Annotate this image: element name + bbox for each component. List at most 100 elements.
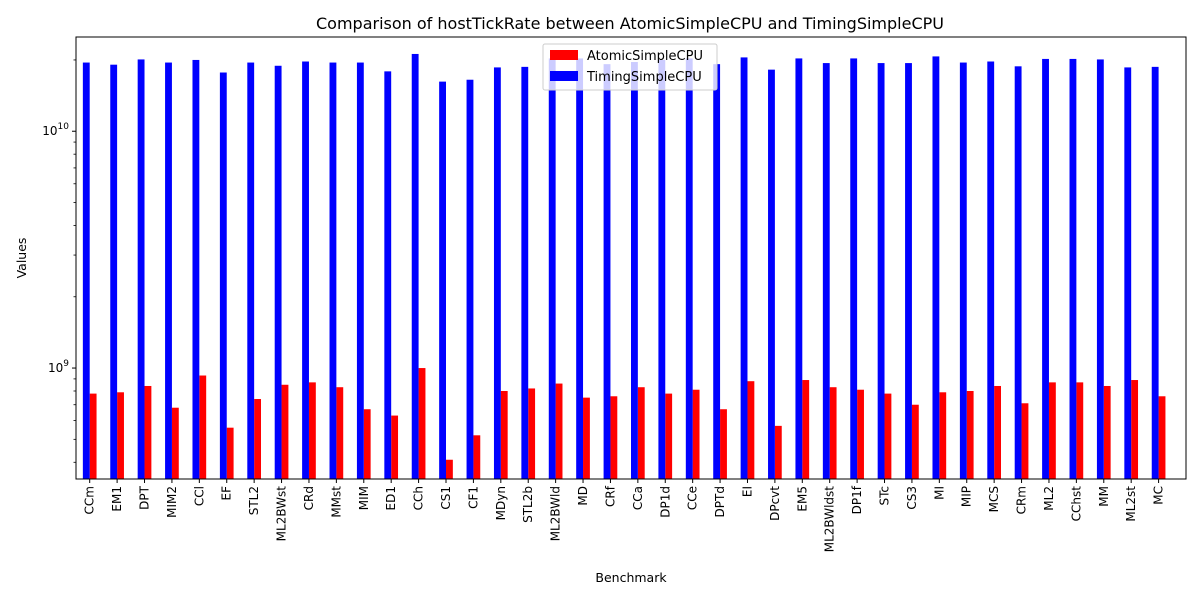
x-tick-label: CCl — [192, 486, 206, 506]
bar-timing-STL2 — [247, 62, 255, 479]
legend: AtomicSimpleCPU TimingSimpleCPU — [542, 43, 718, 91]
bar-timing-CCl — [192, 59, 200, 479]
x-tick-label: MC — [1152, 486, 1166, 505]
bar-timing-MDyn — [493, 67, 501, 480]
plot-area — [82, 53, 1166, 480]
bar-atomic-EF — [226, 427, 234, 479]
bar-timing-ML2st — [1124, 67, 1132, 480]
y-tick-label: 109 — [48, 359, 69, 375]
bar-timing-DP1f — [850, 58, 858, 479]
x-tick-label: DPcvt — [768, 486, 782, 521]
bar-timing-CS3 — [905, 63, 912, 480]
bar-timing-MD — [576, 58, 584, 479]
x-tick-label: CS1 — [439, 486, 453, 510]
bar-timing-STc — [877, 63, 885, 480]
bar-atomic-EM5 — [802, 380, 810, 479]
bar-atomic-MC — [1158, 396, 1166, 479]
bar-atomic-DPTd — [720, 409, 727, 479]
bar-atomic-ML2BWst — [281, 384, 289, 479]
bar-atomic-MCS — [994, 385, 1001, 479]
bar-timing-EI — [740, 57, 748, 479]
bar-timing-CChst — [1069, 58, 1077, 479]
bar-timing-CCm — [82, 62, 90, 479]
x-tick-label: EM5 — [795, 486, 809, 512]
bar-timing-CCa — [631, 62, 638, 480]
bar-atomic-ML2 — [1048, 382, 1056, 479]
bar-timing-STL2b — [521, 66, 529, 480]
bar-atomic-DPcvt — [774, 425, 782, 479]
x-tick-label: EI — [740, 486, 754, 497]
bar-timing-MIM — [356, 62, 364, 479]
bar-atomic-CCl — [199, 375, 207, 479]
bar-atomic-CChst — [1076, 382, 1084, 479]
x-tick-label: CCa — [631, 486, 645, 510]
bar-atomic-DP1d — [665, 393, 673, 479]
bar-timing-CRm — [1014, 66, 1022, 479]
bar-atomic-CS3 — [911, 404, 919, 479]
bar-atomic-EI — [747, 381, 755, 479]
legend-label-atomic: AtomicSimpleCPU — [587, 49, 703, 64]
x-tick-label: CS3 — [905, 486, 919, 510]
bar-atomic-ML2st — [1131, 380, 1139, 479]
x-tick-label: MIM — [357, 486, 371, 510]
x-tick-label: MI — [932, 486, 946, 500]
bar-atomic-MI — [939, 392, 947, 479]
bar-atomic-MM — [1103, 385, 1111, 479]
x-tick-label: MMst — [329, 486, 343, 518]
bar-atomic-CRm — [1021, 403, 1029, 479]
x-tick-label: MM — [1097, 486, 1111, 507]
bar-atomic-STL2 — [254, 399, 261, 479]
bar-atomic-CCh — [418, 368, 426, 479]
bar-atomic-STc — [884, 393, 892, 479]
bar-atomic-ML2BWldst — [829, 387, 837, 479]
bar-timing-CF1 — [466, 79, 474, 479]
x-tick-label: CF1 — [466, 486, 480, 509]
bar-timing-EM1 — [110, 64, 118, 479]
bar-timing-EM5 — [795, 58, 803, 479]
x-tick-label: DPT — [138, 485, 152, 509]
y-axis-label: Values — [14, 238, 29, 279]
x-tick-label: DP1f — [850, 485, 864, 514]
x-tick-label: MCS — [987, 486, 1001, 512]
bar-timing-ML2BWldst — [822, 63, 830, 480]
bar-timing-MIP — [959, 62, 967, 479]
x-tick-label: MIM2 — [165, 486, 179, 518]
bar-timing-MCS — [987, 61, 995, 479]
y-axis-ticks: 109 1010 — [42, 59, 76, 463]
bar-atomic-MIM2 — [171, 407, 179, 479]
bar-timing-ML2BWld — [548, 58, 556, 479]
bar-timing-CRf — [603, 64, 611, 479]
bar-timing-CS1 — [439, 81, 446, 479]
x-tick-label: CChst — [1069, 486, 1083, 522]
bar-atomic-ML2BWld — [555, 383, 563, 479]
x-tick-label: EM1 — [110, 486, 124, 512]
bar-atomic-STL2b — [528, 388, 536, 479]
bar-timing-MIM2 — [165, 62, 172, 479]
bar-atomic-MIP — [966, 390, 974, 479]
bar-timing-DPcvt — [768, 69, 775, 479]
bar-atomic-CCm — [89, 393, 97, 479]
bar-timing-MC — [1151, 66, 1159, 480]
bar-atomic-MMst — [336, 387, 344, 479]
x-tick-label: STL2b — [521, 486, 535, 523]
bar-atomic-CF1 — [473, 435, 481, 479]
plot-frame — [75, 36, 1187, 480]
x-tick-label: MD — [576, 486, 590, 506]
x-axis-label: Benchmark — [595, 570, 667, 585]
chart-title: Comparison of hostTickRate between Atomi… — [316, 14, 944, 33]
x-tick-label: DPTd — [713, 486, 727, 517]
bar-atomic-MIM — [363, 409, 371, 479]
x-tick-label: CCh — [412, 486, 426, 510]
x-tick-label: CRf — [603, 485, 617, 507]
bar-timing-CCe — [685, 58, 693, 479]
legend-label-timing: TimingSimpleCPU — [586, 70, 702, 85]
bar-atomic-CS1 — [446, 459, 453, 479]
bar-atomic-EM1 — [117, 392, 124, 479]
bar-timing-MI — [932, 56, 940, 480]
x-tick-label: ML2st — [1124, 486, 1138, 522]
bar-atomic-CCe — [692, 389, 700, 479]
bar-timing-DPTd — [713, 64, 721, 479]
legend-box — [542, 43, 718, 91]
x-tick-label: MDyn — [494, 486, 508, 520]
